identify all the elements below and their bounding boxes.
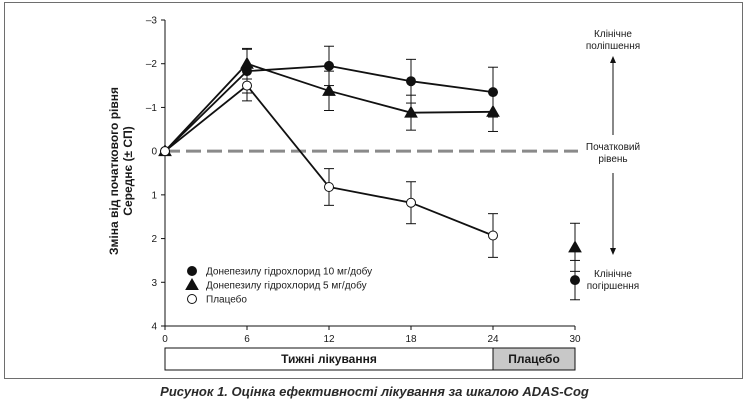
y-tick-label: –3 (146, 16, 158, 27)
y-tick-label: 3 (151, 278, 157, 289)
placebo-phase-label: Плацебо (508, 352, 560, 366)
y-tick-label: 0 (151, 147, 157, 158)
annotation-improvement-line1: Клінічне (594, 29, 632, 40)
annotation-improvement-line2: поліпшення (586, 41, 640, 52)
series-10mg-endpoint-point (570, 275, 580, 286)
arrow-down-icon (610, 248, 616, 255)
x-tick-label: 18 (405, 334, 417, 345)
legend-label: Донепезилу гідрохлорид 10 мг/добу (206, 266, 372, 278)
y-tick-label: 2 (151, 234, 157, 245)
y-tick-label: –2 (146, 59, 158, 70)
series-5mg-point (322, 83, 336, 96)
legend-marker (187, 266, 197, 276)
legend-marker (187, 294, 197, 304)
legend-marker (185, 277, 199, 290)
series-placebo-point (324, 181, 334, 192)
annotation-deterioration-line2: погіршення (587, 281, 639, 292)
x-tick-label: 6 (244, 334, 250, 345)
legend-label: Плацебо (206, 294, 247, 306)
placebo-phase-box (492, 347, 576, 371)
series-5mg-point (486, 104, 500, 117)
figure-frame (4, 2, 743, 379)
series-10mg-point (406, 76, 416, 87)
series-placebo-point (406, 197, 416, 208)
legend-label: Донепезилу гідрохлорид 5 мг/добу (206, 280, 367, 292)
y-tick-label: 4 (151, 322, 157, 333)
x-tick-label: 0 (162, 334, 168, 345)
figure-caption: Рисунок 1. Оцінка ефективності лікування… (160, 384, 589, 399)
annotation-baseline-line2: рівень (598, 154, 627, 165)
treatment-phase-label: Тижні лікування (281, 352, 377, 366)
series-5mg-point (404, 105, 418, 118)
y-tick-label: 1 (151, 190, 157, 201)
series-10mg-point (324, 60, 334, 71)
y-axis-label-line2: Середнє (± СП) (121, 126, 135, 215)
annotation-baseline-line1: Початковий (586, 142, 640, 153)
y-axis-label-line1: Зміна від початкового рівня (107, 87, 121, 255)
x-tick-label: 24 (487, 334, 499, 345)
series-placebo-point (242, 80, 252, 91)
arrow-up-icon (610, 56, 616, 63)
series-placebo-point (160, 146, 170, 157)
annotation-deterioration-line1: Клінічне (594, 269, 632, 280)
x-tick-label: 30 (569, 334, 581, 345)
series-5mg-point (240, 56, 254, 69)
y-tick-label: –1 (146, 103, 158, 114)
x-tick-label: 12 (323, 334, 335, 345)
series-placebo-point (488, 230, 498, 241)
series-5mg-endpoint-point (568, 240, 582, 253)
